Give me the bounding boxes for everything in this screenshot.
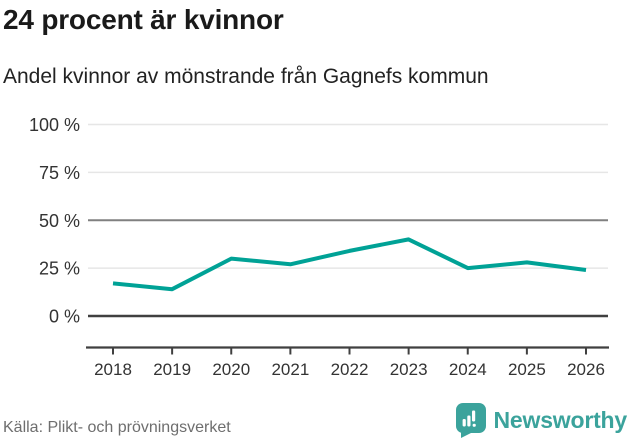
- y-axis-label: 75 %: [39, 163, 80, 183]
- x-axis-label: 2021: [271, 360, 309, 379]
- x-axis-label: 2022: [331, 360, 369, 379]
- x-axis-label: 2023: [390, 360, 428, 379]
- y-axis-label: 100 %: [29, 115, 80, 135]
- x-axis-label: 2020: [212, 360, 250, 379]
- x-axis-label: 2025: [508, 360, 546, 379]
- x-axis-label: 2019: [153, 360, 191, 379]
- brand-name: Newsworthy: [493, 407, 628, 433]
- y-axis-label: 50 %: [39, 211, 80, 231]
- x-axis-label: 2024: [449, 360, 487, 379]
- chart-subtitle: Andel kvinnor av mönstrande från Gagnefs…: [3, 65, 489, 88]
- chart-title: 24 procent är kvinnor: [3, 4, 284, 35]
- x-axis-label: 2018: [94, 360, 132, 379]
- newsworthy-badge-icon: [455, 403, 486, 438]
- brand-lockup: Newsworthy: [455, 403, 628, 438]
- data-line: [112, 237, 587, 292]
- source-note: Källa: Plikt- och prövningsverket: [3, 419, 231, 436]
- y-axis-label: 25 %: [39, 259, 80, 279]
- x-axis-label: 2026: [567, 360, 605, 379]
- y-axis-label: 0 %: [49, 307, 80, 327]
